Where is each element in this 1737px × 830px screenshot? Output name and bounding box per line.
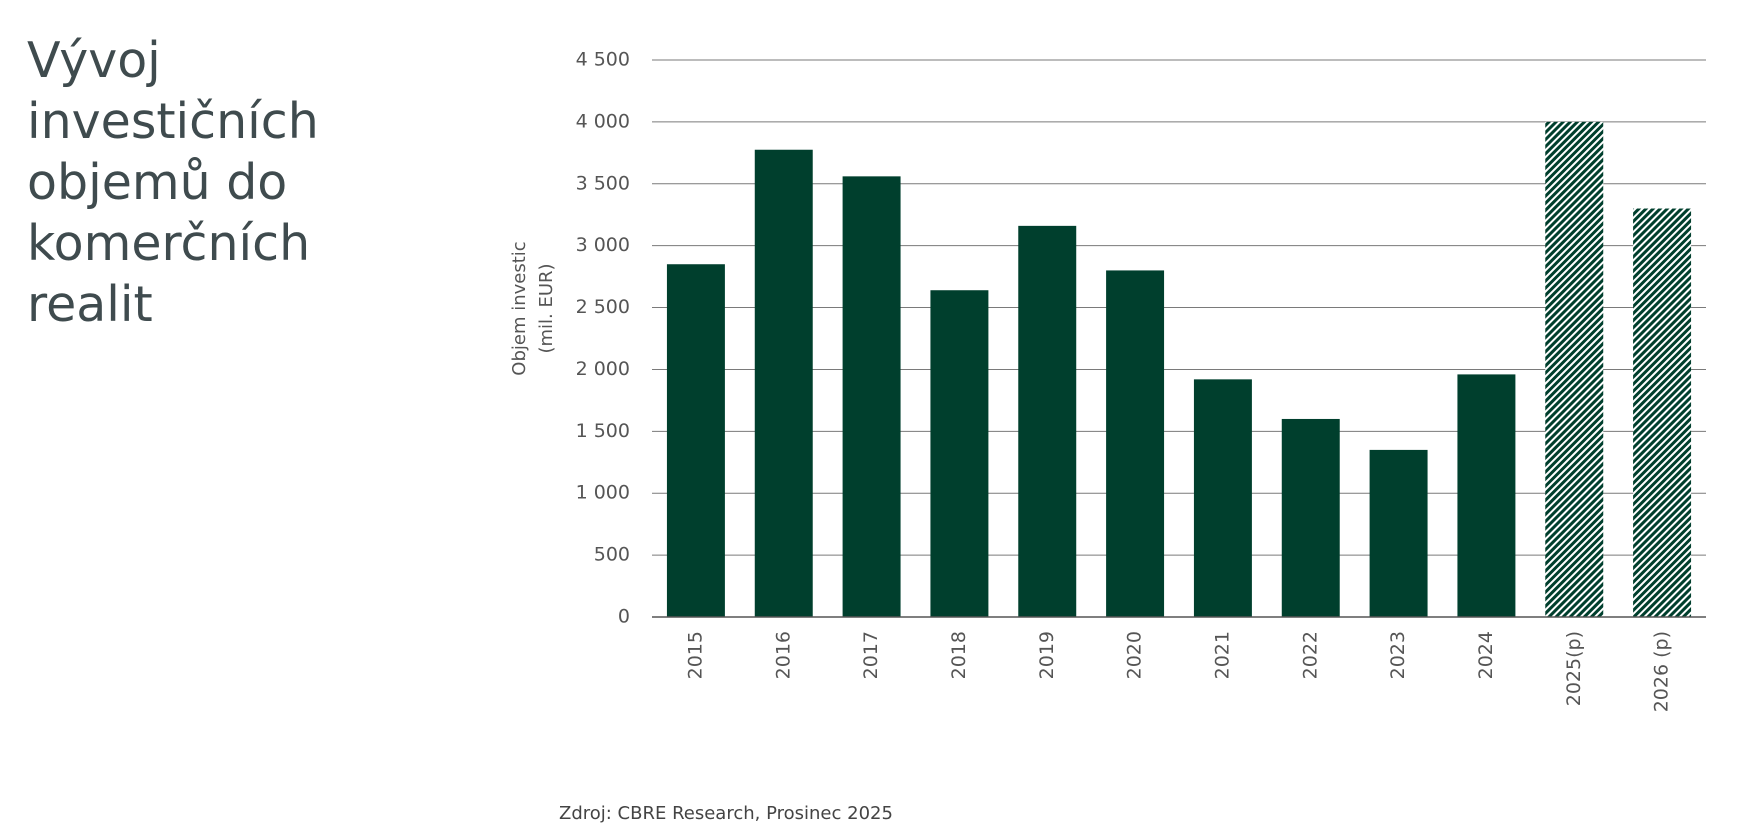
bar <box>842 176 901 617</box>
source-note: Zdroj: CBRE Research, Prosinec 2025 <box>559 803 893 824</box>
bar <box>754 149 813 617</box>
chart: 0 500 1 000 1 500 2 000 2 500 3 000 3 500 4 000 4… <box>509 49 1706 712</box>
y-tick-label: 1 500 <box>576 420 630 442</box>
y-tick-label: 4 000 <box>576 110 630 132</box>
y-tick-label: 2 000 <box>576 358 630 380</box>
y-axis-label: (mil. EUR) <box>536 263 557 353</box>
x-tick-label: 2015 <box>684 631 706 679</box>
bar <box>1018 225 1077 617</box>
x-tick-label: 2020 <box>1124 631 1146 679</box>
bar <box>1106 270 1165 617</box>
bar <box>1545 121 1604 617</box>
bar <box>1369 449 1428 617</box>
y-tick-label: 1 000 <box>576 482 630 504</box>
chart-title: Vývoj investičních objemů do komerčních … <box>27 32 319 333</box>
bar <box>930 290 989 617</box>
x-tick-label: 2022 <box>1299 631 1321 679</box>
bar <box>1633 208 1692 618</box>
x-tick-label: 2023 <box>1387 631 1409 679</box>
y-tick-label: 0 <box>618 606 630 628</box>
x-tick-label: 2019 <box>1036 631 1058 679</box>
x-tick-label: 2017 <box>860 631 882 679</box>
x-tick-label: 2018 <box>948 631 970 679</box>
y-tick-label: 2 500 <box>576 296 630 318</box>
x-tick-label: 2024 <box>1475 631 1497 679</box>
bar <box>1193 379 1252 617</box>
x-tick-label: 2025(p) <box>1563 631 1585 706</box>
x-tick-label: 2021 <box>1211 631 1233 679</box>
bar <box>1457 374 1516 617</box>
y-tick-label: 3 500 <box>576 172 630 194</box>
x-tick-label: 2026 (p) <box>1651 631 1673 712</box>
bar <box>666 264 725 617</box>
y-tick-label: 3 000 <box>576 234 630 256</box>
bar <box>1281 418 1340 617</box>
y-axis-label: Objem investic <box>509 241 530 375</box>
y-tick-label: 500 <box>594 544 630 566</box>
x-tick-label: 2016 <box>772 631 794 679</box>
y-tick-label: 4 500 <box>576 49 630 71</box>
